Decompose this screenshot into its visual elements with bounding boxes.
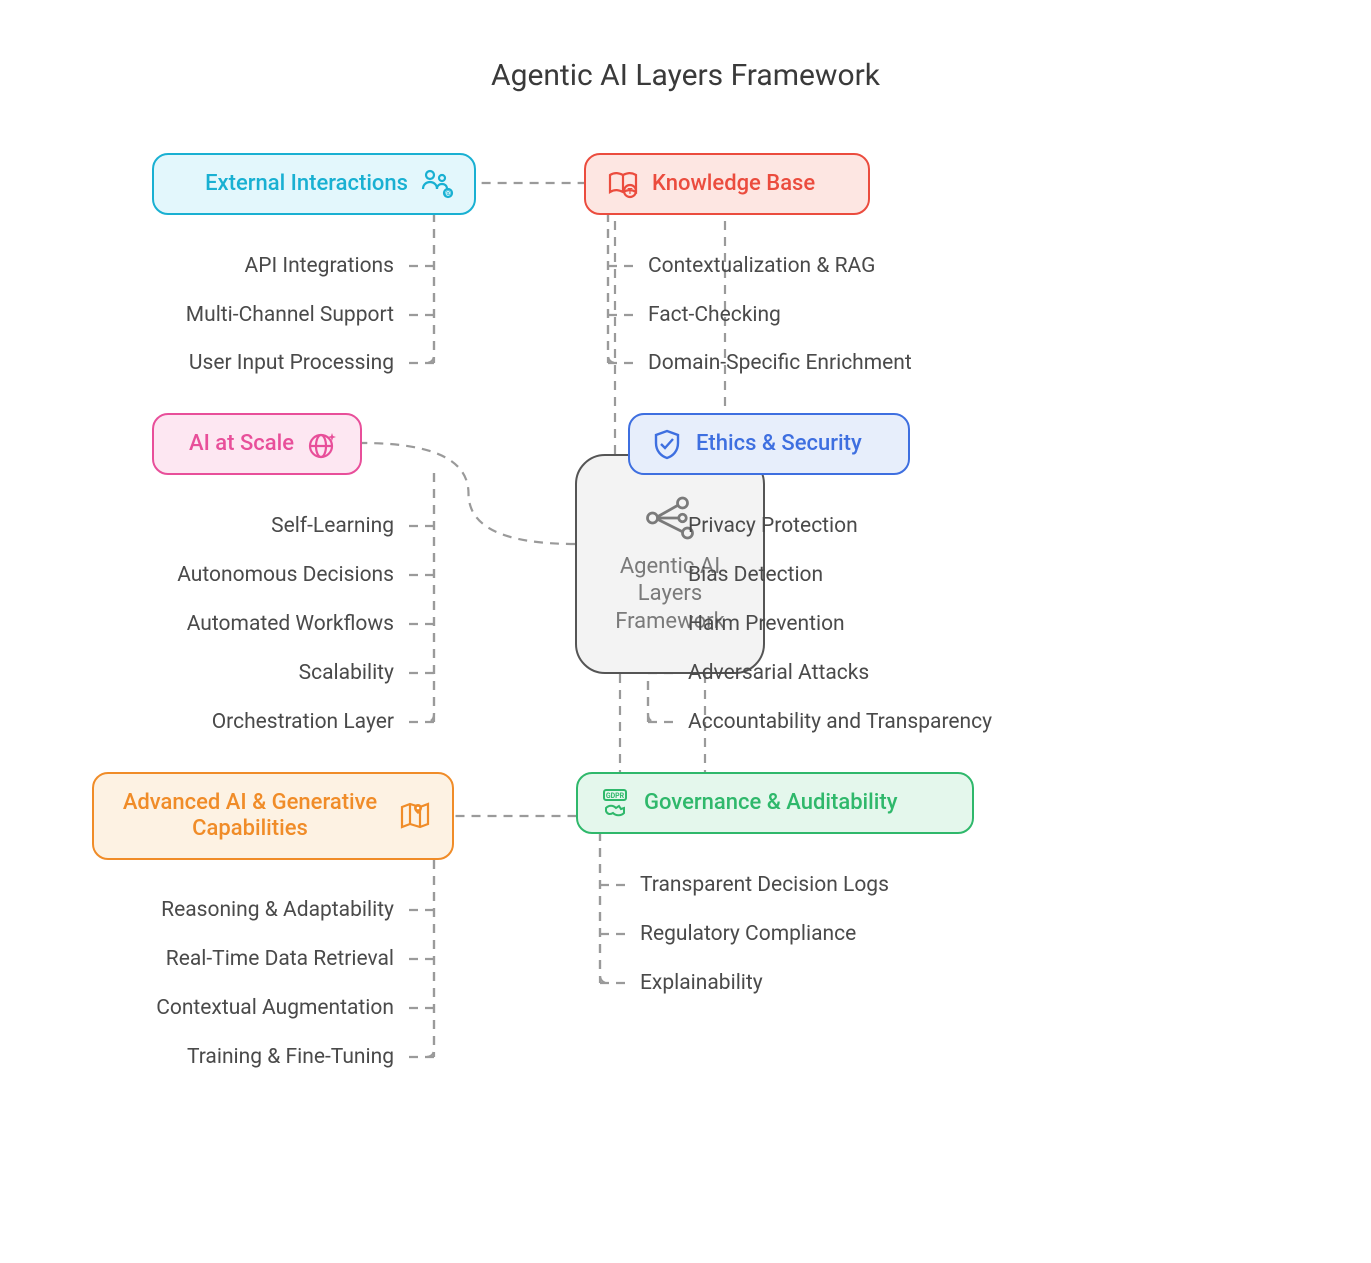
branch-item: Transparent Decision Logs bbox=[640, 873, 889, 897]
branch-label: Knowledge Base bbox=[652, 171, 815, 197]
svg-text:GDPR: GDPR bbox=[606, 792, 625, 800]
branch-item: Training & Fine-Tuning bbox=[187, 1045, 394, 1069]
branch-item: Autonomous Decisions bbox=[177, 563, 394, 587]
branch-item: User Input Processing bbox=[189, 351, 394, 375]
branch-item: Multi-Channel Support bbox=[186, 303, 394, 327]
branch-label: Governance & Auditability bbox=[644, 790, 897, 816]
branch-item: Regulatory Compliance bbox=[640, 922, 856, 946]
diagram-title: Agentic AI Layers Framework bbox=[0, 58, 1371, 93]
branch-knowledge: T Knowledge Base bbox=[584, 153, 870, 215]
people-icon: @ bbox=[420, 167, 454, 201]
branch-item: Harm Prevention bbox=[688, 612, 845, 636]
branch-governance: GDPR Governance & Auditability bbox=[576, 772, 974, 834]
shield-icon bbox=[650, 427, 684, 461]
branch-label: Ethics & Security bbox=[696, 431, 862, 457]
branch-item: Adversarial Attacks bbox=[688, 661, 869, 685]
branch-external: External Interactions @ bbox=[152, 153, 476, 215]
branch-label: Advanced AI & Generative Capabilities bbox=[114, 790, 386, 843]
globe-icon bbox=[306, 427, 340, 461]
branch-item: Contextual Augmentation bbox=[156, 996, 394, 1020]
book-icon: T bbox=[606, 167, 640, 201]
branch-item: API Integrations bbox=[245, 254, 395, 278]
branch-ethics: Ethics & Security bbox=[628, 413, 910, 475]
map-icon bbox=[398, 799, 432, 833]
branch-item: Orchestration Layer bbox=[212, 710, 394, 734]
branch-item: Self-Learning bbox=[271, 514, 394, 538]
branch-item: Reasoning & Adaptability bbox=[161, 898, 394, 922]
branch-item: Accountability and Transparency bbox=[688, 710, 992, 734]
branch-item: Fact-Checking bbox=[648, 303, 781, 327]
svg-text:T: T bbox=[628, 187, 633, 196]
branch-item: Explainability bbox=[640, 971, 763, 995]
branch-item: Real-Time Data Retrieval bbox=[166, 947, 394, 971]
branch-advanced: Advanced AI & Generative Capabilities bbox=[92, 772, 454, 860]
branch-item: Contextualization & RAG bbox=[648, 254, 875, 278]
branch-item: Bias Detection bbox=[688, 563, 823, 587]
branch-scale: AI at Scale bbox=[152, 413, 362, 475]
branch-item: Domain-Specific Enrichment bbox=[648, 351, 912, 375]
branch-item: Scalability bbox=[299, 661, 394, 685]
gdpr-icon: GDPR bbox=[598, 786, 632, 820]
branch-label: AI at Scale bbox=[189, 431, 294, 457]
branch-item: Privacy Protection bbox=[688, 514, 858, 538]
svg-text:@: @ bbox=[445, 190, 451, 197]
branch-item: Automated Workflows bbox=[187, 612, 394, 636]
branch-label: External Interactions bbox=[205, 171, 408, 197]
